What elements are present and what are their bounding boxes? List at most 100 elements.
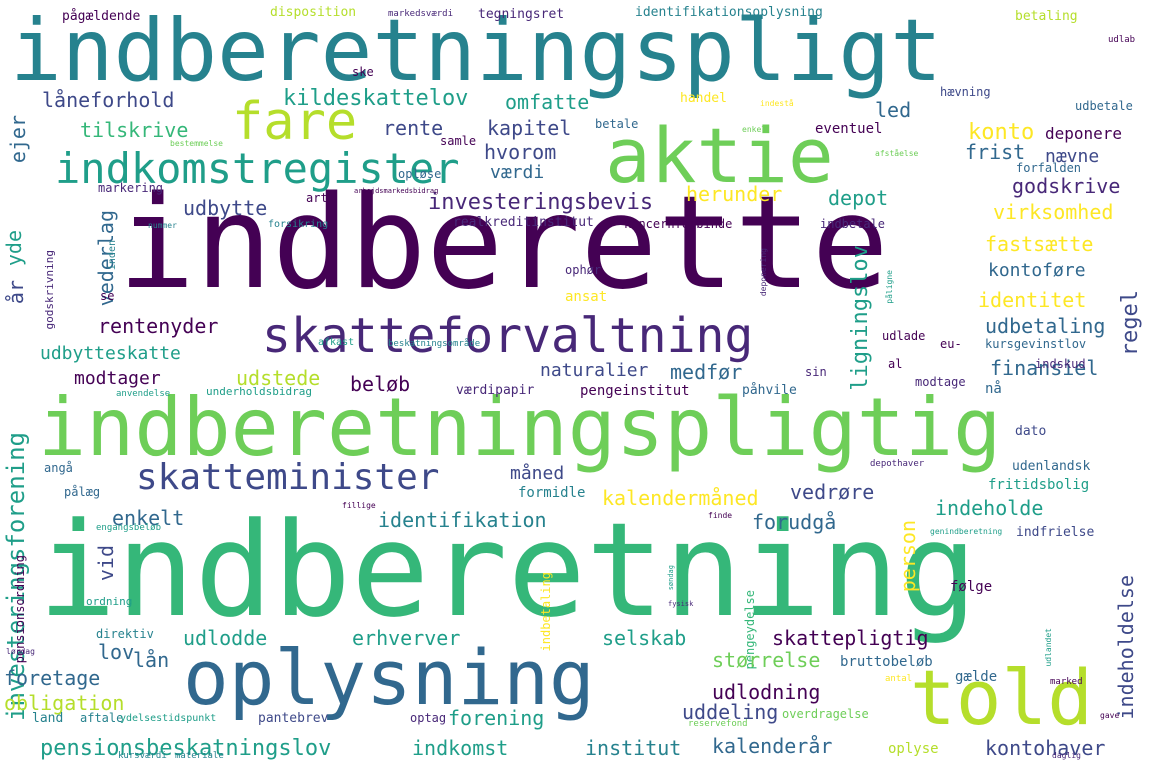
word: deponering bbox=[759, 248, 768, 297]
word: vedrøre bbox=[790, 480, 875, 504]
word: reservefond bbox=[688, 719, 748, 729]
word: direktiv bbox=[96, 627, 154, 641]
word: indberetningspligtig bbox=[38, 381, 1002, 474]
word: oplyse bbox=[888, 741, 939, 757]
word: pågældende bbox=[62, 9, 141, 24]
word: gave bbox=[1100, 711, 1120, 720]
word: pengeinstitut bbox=[580, 383, 690, 399]
word: aktie bbox=[605, 111, 834, 200]
word: lån bbox=[133, 648, 170, 672]
word: udlodning bbox=[712, 680, 821, 704]
word: antal bbox=[885, 674, 913, 684]
word: selskab bbox=[602, 626, 687, 650]
word: udstede bbox=[236, 366, 321, 390]
word: hvorom bbox=[484, 140, 557, 164]
word: størrelse bbox=[712, 648, 821, 672]
word: forudgå bbox=[752, 510, 837, 534]
word: afståelse bbox=[875, 149, 919, 158]
word: land bbox=[32, 711, 64, 726]
word: indestå bbox=[760, 99, 794, 108]
word: lørdag bbox=[6, 647, 35, 656]
word: foretage bbox=[4, 666, 101, 690]
word: forening bbox=[448, 706, 545, 730]
word: regel bbox=[1118, 290, 1143, 357]
word: angå bbox=[44, 461, 73, 475]
word: eventuel bbox=[815, 121, 883, 137]
word: indeholde bbox=[935, 496, 1044, 520]
word: enkelt bbox=[112, 506, 185, 530]
word: optag bbox=[410, 711, 447, 725]
word: sin bbox=[805, 365, 827, 379]
word: udbetale bbox=[1075, 99, 1133, 113]
word: told bbox=[910, 653, 1094, 742]
word: indkomstregister bbox=[55, 144, 460, 193]
word: indfrielse bbox=[1016, 525, 1095, 540]
word: markering bbox=[98, 181, 164, 195]
word: fillige bbox=[342, 501, 376, 510]
word: naturalier bbox=[540, 360, 649, 381]
word: beløb bbox=[350, 372, 411, 396]
word: udlade bbox=[882, 329, 926, 343]
word: påhvile bbox=[742, 383, 797, 398]
word: pensionsbeskatningslov bbox=[40, 736, 332, 761]
word: finde bbox=[708, 511, 733, 520]
word: eu- bbox=[940, 337, 962, 351]
word: kildeskattelov bbox=[283, 86, 469, 111]
word: rentenyder bbox=[98, 314, 219, 338]
word: kursgevinstlov bbox=[985, 337, 1087, 351]
word: tegningsret bbox=[478, 7, 565, 22]
word: betale bbox=[595, 117, 639, 131]
word: daglig bbox=[1052, 751, 1081, 760]
word: bestemmelse bbox=[170, 139, 223, 148]
word: kalenderår bbox=[712, 734, 833, 758]
word: ejer bbox=[6, 115, 30, 164]
word: fritidsbolig bbox=[988, 477, 1090, 493]
word: tilskrive bbox=[80, 118, 189, 142]
word: pantebrev bbox=[258, 711, 329, 726]
word: handel bbox=[680, 91, 727, 106]
word: se bbox=[100, 289, 115, 303]
word: værdipapir bbox=[456, 383, 535, 398]
word: afkast bbox=[318, 337, 355, 348]
word: opløse bbox=[398, 167, 442, 181]
word: herunder bbox=[686, 182, 783, 206]
word: skattepligtig bbox=[772, 626, 929, 650]
word: underholdsbidrag bbox=[206, 385, 312, 398]
word: depothaver bbox=[870, 459, 925, 469]
word: uddeling bbox=[682, 700, 779, 724]
word: realkreditinstitut bbox=[453, 215, 594, 230]
word: anvendelse bbox=[116, 389, 171, 399]
word: obligation bbox=[4, 691, 125, 715]
word: ydelsestidspunkt bbox=[120, 713, 217, 724]
word: indbetale bbox=[820, 217, 886, 231]
word: institut bbox=[585, 736, 682, 760]
word: identifikationsoplysning bbox=[635, 5, 823, 20]
word: skatteminister bbox=[136, 457, 440, 498]
word: godskrivning bbox=[43, 250, 56, 330]
word: udbytteskatte bbox=[40, 343, 181, 364]
word: genindberetning bbox=[930, 527, 1003, 536]
word: oplysning bbox=[183, 633, 595, 722]
word: beskatningsområde bbox=[388, 339, 481, 349]
word: hævning bbox=[940, 85, 991, 99]
word: udbetaling bbox=[985, 314, 1106, 338]
word: indskud bbox=[1035, 357, 1086, 371]
word: indberette bbox=[118, 169, 889, 318]
word: engangsbeløb bbox=[96, 523, 162, 533]
word: materiale bbox=[175, 751, 224, 761]
word: kalendermåned bbox=[602, 486, 759, 510]
word: værdi bbox=[490, 162, 545, 183]
word: virksomhed bbox=[993, 200, 1114, 224]
word: indkomst bbox=[412, 736, 509, 760]
word: inden bbox=[107, 240, 118, 271]
word: frist bbox=[965, 140, 1026, 164]
word: led bbox=[875, 98, 912, 122]
word: vid bbox=[94, 545, 118, 582]
word: fastsætte bbox=[985, 232, 1094, 256]
word: forfalden bbox=[1016, 161, 1082, 175]
word: erhverver bbox=[352, 626, 461, 650]
word: fysisk bbox=[668, 600, 694, 608]
word: overdragelse bbox=[782, 707, 869, 721]
word: udenlandsk bbox=[1012, 459, 1091, 474]
word: nævne bbox=[1045, 146, 1100, 167]
